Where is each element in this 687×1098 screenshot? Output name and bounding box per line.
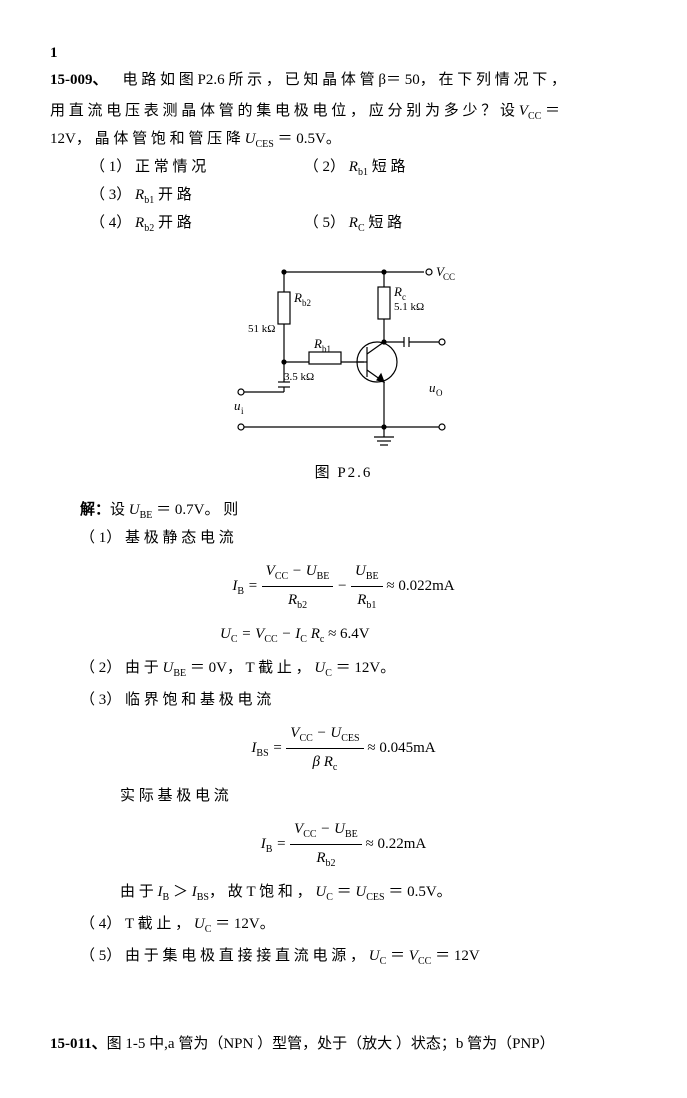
circuit-figure: V CC R c 5.1 kΩ R b2 51 kΩ R b1 3.5 kΩ u… <box>50 252 637 452</box>
item-3: （ 3） Rb1 开 路 <box>90 182 192 210</box>
svg-text:b2: b2 <box>302 298 311 308</box>
svg-text:O: O <box>436 388 443 398</box>
svg-text:u: u <box>234 398 241 413</box>
item-4: （ 4） Rb2 开 路 <box>90 210 260 238</box>
sol-2: （ 2） 由 于 UBE ＝ 0V， T 截 止 ， UC ＝ 12V。 <box>80 655 637 683</box>
item-2: （ 2） Rb1 短 路 <box>304 154 474 182</box>
eq-ib2: IB = VCC − UBERb2 ≈ 0.22mA <box>50 816 637 873</box>
svg-text:3.5 kΩ: 3.5 kΩ <box>284 371 314 383</box>
item-1: （ 1） 正 常 情 况 <box>90 154 260 181</box>
problem-1-line3: 12V， 晶 体 管 饱 和 管 压 降 UCES ＝ 0.5V。 <box>50 126 637 154</box>
page-number: 1 <box>50 40 637 67</box>
sol-1-label: （ 1） 基 极 静 态 电 流 <box>80 525 637 552</box>
problem-1-line1: 15-009、 电 路 如 图 P2.6 所 示 ， 已 知 晶 体 管 β＝ … <box>50 67 637 94</box>
sol-4: （ 4） T 截 止 ， UC ＝ 12V。 <box>80 911 637 939</box>
problem-1-id: 15-009、 <box>50 72 108 88</box>
svg-text:5.1 kΩ: 5.1 kΩ <box>394 301 424 313</box>
eq-ib: IB = VCC − UBERb2 − UBERb1 ≈ 0.022mA <box>50 558 637 615</box>
problem-2-text: 图 1-5 中,a 管为（NPN ）型管，处于（放大 ）状态；b 管为（PNP） <box>107 1036 555 1052</box>
problem-1-line2: 用 直 流 电 压 表 测 晶 体 管 的 集 电 极 电 位 ， 应 分 别 … <box>50 98 637 126</box>
figure-caption: 图 P2.6 <box>50 460 637 487</box>
svg-text:51 kΩ: 51 kΩ <box>248 323 275 335</box>
sol-3-label: （ 3） 临 界 饱 和 基 极 电 流 <box>80 687 637 714</box>
sol-5: （ 5） 由 于 集 电 极 直 接 接 直 流 电 源 ， UC ＝ VCC … <box>80 943 637 971</box>
problem-1-items-row2: （ 4） Rb2 开 路 （ 5） RC 短 路 <box>90 210 637 238</box>
item-5: （ 5） RC 短 路 <box>304 210 402 238</box>
problem-1-text1: 电 路 如 图 P2.6 所 示 ， 已 知 晶 体 管 β＝ 50， 在 下 … <box>123 72 566 88</box>
eq-ibs: IBS = VCC − UCESβ Rc ≈ 0.045mA <box>50 720 637 777</box>
svg-text:u: u <box>429 380 436 395</box>
problem-2: 15-011、图 1-5 中,a 管为（NPN ）型管，处于（放大 ）状态；b … <box>50 1031 637 1058</box>
problem-2-id: 15-011、 <box>50 1036 107 1052</box>
svg-text:CC: CC <box>443 272 455 282</box>
problem-1-items-row1: （ 1） 正 常 情 况 （ 2） Rb1 短 路 （ 3） Rb1 开 路 <box>90 154 637 210</box>
solution-start: 解：设 UBE ＝ 0.7V。 则 <box>80 497 637 525</box>
solution-label: 解： <box>80 502 110 518</box>
actual-ib-label: 实 际 基 极 电 流 <box>120 783 637 810</box>
eq-uc: UC = VCC − IC Rc ≈ 6.4V <box>50 621 637 649</box>
svg-text:b1: b1 <box>322 344 331 354</box>
svg-text:R: R <box>313 336 322 351</box>
svg-text:R: R <box>293 290 302 305</box>
svg-text:R: R <box>393 284 402 299</box>
svg-text:i: i <box>241 406 244 416</box>
sol-3-conc: 由 于 IB ＞ IBS， 故 T 饱 和 ， UC ＝ UCES ＝ 0.5V… <box>120 879 637 907</box>
